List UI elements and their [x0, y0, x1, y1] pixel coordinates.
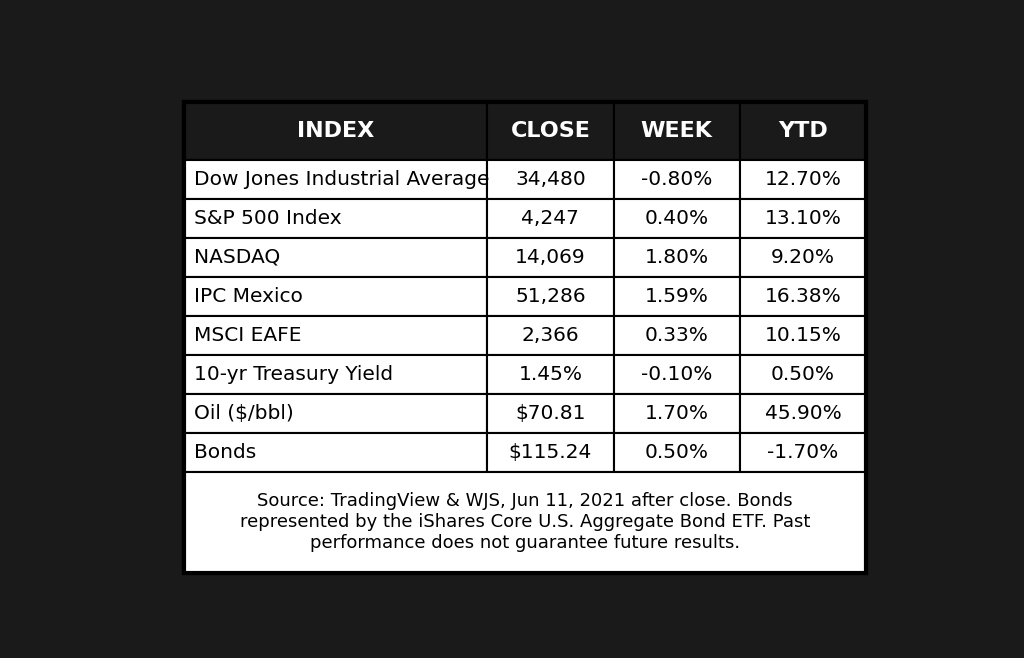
Bar — [739, 355, 866, 393]
Bar — [183, 160, 487, 199]
Bar — [183, 102, 487, 160]
Text: 45.90%: 45.90% — [765, 404, 842, 422]
Text: 4,247: 4,247 — [521, 209, 580, 228]
Bar — [613, 433, 739, 472]
Bar — [613, 199, 739, 238]
Bar — [613, 316, 739, 355]
Bar — [739, 238, 866, 277]
Bar — [739, 393, 866, 433]
Bar — [613, 102, 739, 160]
Text: 0.33%: 0.33% — [645, 326, 709, 345]
Bar — [739, 199, 866, 238]
Text: Oil ($/bbl): Oil ($/bbl) — [194, 404, 294, 422]
Bar — [487, 160, 613, 199]
Text: 10-yr Treasury Yield: 10-yr Treasury Yield — [194, 365, 393, 384]
Text: Bonds: Bonds — [194, 443, 256, 462]
Bar — [487, 433, 613, 472]
Bar — [183, 199, 487, 238]
Text: 9.20%: 9.20% — [771, 248, 835, 267]
Text: WEEK: WEEK — [641, 121, 713, 141]
Bar — [613, 355, 739, 393]
Text: 51,286: 51,286 — [515, 287, 586, 306]
Text: 14,069: 14,069 — [515, 248, 586, 267]
Bar — [613, 277, 739, 316]
Bar — [183, 393, 487, 433]
Bar — [183, 472, 866, 573]
Bar — [487, 238, 613, 277]
Text: 34,480: 34,480 — [515, 170, 586, 189]
Text: 16.38%: 16.38% — [765, 287, 842, 306]
Bar — [739, 102, 866, 160]
Text: Source: TradingView & WJS, Jun 11, 2021 after close. Bonds
represented by the iS: Source: TradingView & WJS, Jun 11, 2021 … — [240, 492, 810, 552]
Text: 1.80%: 1.80% — [644, 248, 709, 267]
Bar — [487, 393, 613, 433]
Text: 1.70%: 1.70% — [645, 404, 709, 422]
Text: 10.15%: 10.15% — [765, 326, 842, 345]
Bar — [739, 316, 866, 355]
Bar — [183, 316, 487, 355]
Text: IPC Mexico: IPC Mexico — [194, 287, 303, 306]
Bar — [487, 199, 613, 238]
Bar — [739, 277, 866, 316]
Bar — [183, 433, 487, 472]
Text: 0.40%: 0.40% — [644, 209, 709, 228]
Text: 2,366: 2,366 — [521, 326, 580, 345]
Bar — [487, 316, 613, 355]
Text: 12.70%: 12.70% — [765, 170, 842, 189]
Text: INDEX: INDEX — [297, 121, 374, 141]
Text: YTD: YTD — [778, 121, 827, 141]
Text: S&P 500 Index: S&P 500 Index — [194, 209, 341, 228]
Bar — [739, 160, 866, 199]
Bar — [613, 160, 739, 199]
Text: 13.10%: 13.10% — [765, 209, 842, 228]
Bar — [487, 355, 613, 393]
Text: Dow Jones Industrial Average: Dow Jones Industrial Average — [194, 170, 489, 189]
Text: 0.50%: 0.50% — [771, 365, 835, 384]
Text: MSCI EAFE: MSCI EAFE — [194, 326, 301, 345]
Text: 1.59%: 1.59% — [645, 287, 709, 306]
Bar — [613, 238, 739, 277]
Bar — [183, 355, 487, 393]
Text: $70.81: $70.81 — [515, 404, 586, 422]
Text: $115.24: $115.24 — [509, 443, 592, 462]
Bar — [487, 102, 613, 160]
Text: 0.50%: 0.50% — [645, 443, 709, 462]
Bar — [183, 238, 487, 277]
Bar — [739, 433, 866, 472]
Text: 1.45%: 1.45% — [518, 365, 583, 384]
Bar — [613, 393, 739, 433]
Text: NASDAQ: NASDAQ — [194, 248, 281, 267]
Text: CLOSE: CLOSE — [510, 121, 590, 141]
Text: -1.70%: -1.70% — [767, 443, 839, 462]
Bar — [183, 277, 487, 316]
Bar — [487, 277, 613, 316]
Bar — [183, 102, 866, 573]
Text: -0.10%: -0.10% — [641, 365, 713, 384]
Text: -0.80%: -0.80% — [641, 170, 713, 189]
Bar — [183, 102, 866, 573]
